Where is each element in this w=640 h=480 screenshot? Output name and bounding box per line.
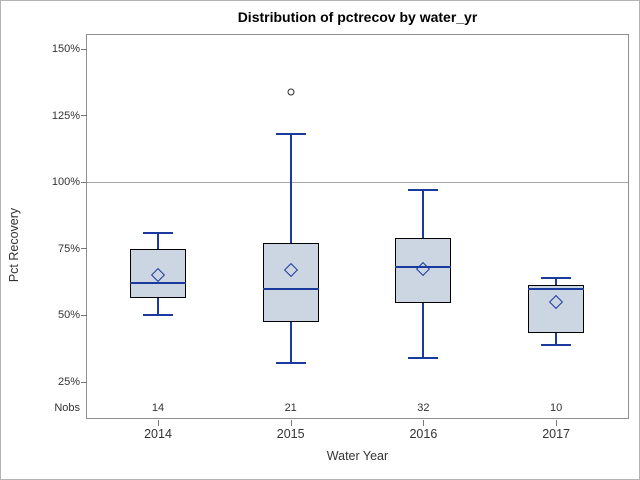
x-tick-label: 2016 xyxy=(409,427,438,441)
iqr-box xyxy=(262,243,319,323)
y-tick-mark xyxy=(81,49,87,50)
upper-whisker-cap xyxy=(541,277,572,280)
x-tick-label: 2017 xyxy=(542,427,570,441)
x-tick-mark xyxy=(290,420,292,426)
upper-whisker-cap xyxy=(275,133,306,136)
y-tick-mark xyxy=(81,315,87,316)
lower-whisker-cap xyxy=(541,343,572,346)
x-tick-mark xyxy=(556,420,558,426)
y-tick-label: 25% xyxy=(57,376,80,388)
median-line xyxy=(130,282,186,285)
nobs-row-label: Nobs xyxy=(54,402,80,414)
reference-line-100pct xyxy=(87,182,628,183)
x-tick-label: 2015 xyxy=(276,427,305,441)
iqr-box xyxy=(130,248,186,299)
y-tick-mark xyxy=(81,115,87,116)
outlier-point xyxy=(287,88,295,96)
iqr-box xyxy=(528,284,585,333)
lower-whisker-cap xyxy=(408,357,439,360)
y-tick-label: 125% xyxy=(51,109,80,122)
median-line xyxy=(528,287,585,290)
upper-whisker-line xyxy=(422,190,425,239)
x-tick-label: 2014 xyxy=(144,427,172,441)
y-tick-label: 50% xyxy=(57,309,80,322)
y-tick-label: 150% xyxy=(51,43,80,55)
lower-whisker-line xyxy=(422,303,425,359)
chart-title: Distribution of pctrecov by water_yr xyxy=(237,9,478,25)
lower-whisker-line xyxy=(555,332,558,345)
lower-whisker-cap xyxy=(143,314,173,317)
y-tick-mark xyxy=(81,182,87,183)
upper-whisker-line xyxy=(555,278,558,285)
lower-whisker-line xyxy=(157,298,159,316)
plot-frame xyxy=(86,34,629,419)
upper-whisker-line xyxy=(157,232,159,249)
x-axis-label: Water Year xyxy=(326,449,389,463)
lower-whisker-cap xyxy=(275,362,306,365)
iqr-box xyxy=(395,238,452,304)
nobs-value: 14 xyxy=(151,402,165,414)
y-tick-label: 75% xyxy=(57,242,80,255)
nobs-value: 32 xyxy=(417,402,430,414)
nobs-value: 10 xyxy=(549,402,563,414)
y-tick-mark xyxy=(81,382,87,383)
upper-whisker-cap xyxy=(143,231,173,234)
upper-whisker-cap xyxy=(408,189,439,192)
y-tick-label: 100% xyxy=(51,176,80,189)
median-line xyxy=(262,287,319,290)
x-tick-mark xyxy=(423,420,425,426)
upper-whisker-line xyxy=(289,134,292,244)
median-line xyxy=(395,266,452,269)
lower-whisker-line xyxy=(289,322,292,364)
x-tick-mark xyxy=(158,420,159,426)
y-tick-mark xyxy=(81,248,87,249)
nobs-value: 21 xyxy=(284,402,297,414)
